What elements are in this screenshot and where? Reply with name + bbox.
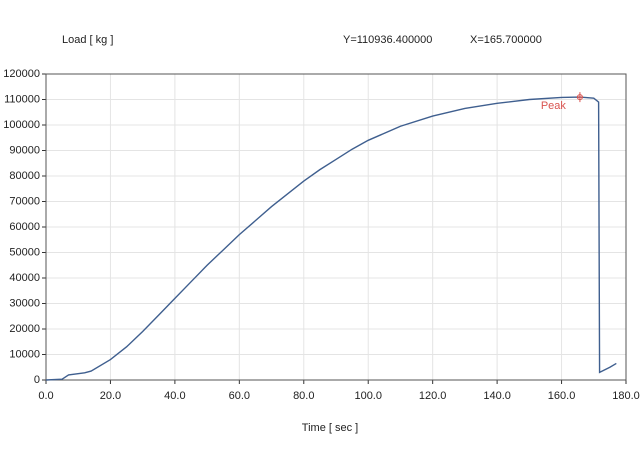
y-tick-label: 110000 [4,93,40,105]
x-tick-label: 0.0 [38,390,53,402]
y-tick-label: 70000 [9,195,40,207]
y-tick-label: 100000 [3,119,40,131]
y-tick-label: 20000 [9,323,40,335]
peak-marker-part [576,94,583,101]
x-axis-label: Time [ sec ] [302,422,358,434]
x-tick-label: 20.0 [100,390,121,402]
data-line [45,96,617,381]
x-tick-label: 160.0 [548,390,576,402]
y-tick-label: 30000 [9,297,40,309]
y-tick-label: 90000 [9,144,40,156]
x-tick-label: 40.0 [164,390,185,402]
x-tick-label: 60.0 [229,390,250,402]
x-tick-label: 80.0 [293,390,314,402]
x-tick-label: 180.0 [612,390,640,402]
peak-label: Peak [541,100,567,112]
y-tick-label: 40000 [9,272,40,284]
readout-y: Y=110936.400000 [343,34,432,46]
y-tick-label: 60000 [9,221,40,233]
readout-x: X=165.700000 [470,34,542,46]
y-tick-label: 80000 [9,170,40,182]
y-tick-label: 50000 [9,246,40,258]
plot-frame [45,73,627,381]
x-tick-label: 120.0 [419,390,447,402]
y-tick-label: 120000 [3,68,40,80]
x-tick-label: 140.0 [483,390,511,402]
x-tick-label: 100.0 [354,390,382,402]
peak-marker [576,92,583,103]
y-tick-label: 10000 [9,348,40,360]
y-tick-label: 0 [34,374,40,386]
y-axis-label: Load [ kg ] [62,34,113,46]
